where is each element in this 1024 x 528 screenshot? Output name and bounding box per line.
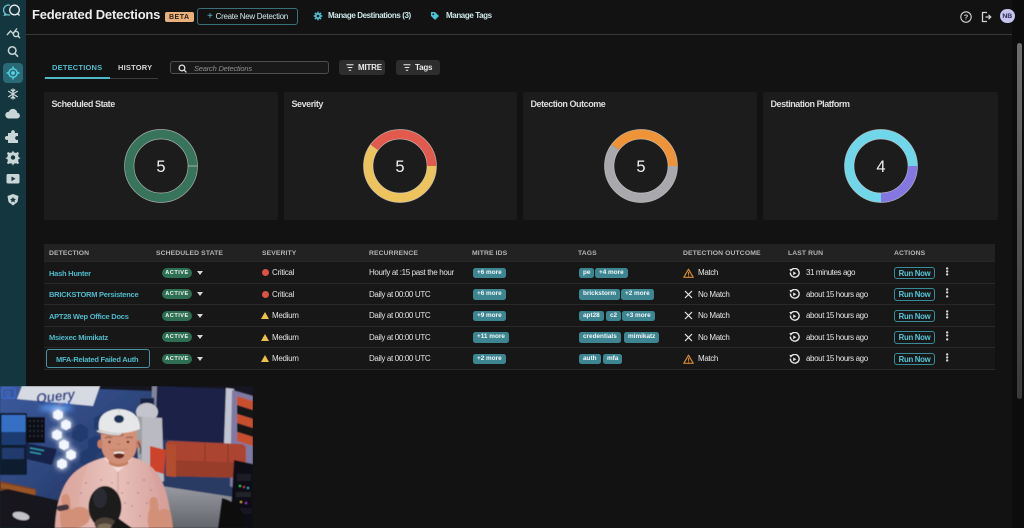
svg-text:4: 4 <box>876 158 885 176</box>
svg-text:5: 5 <box>395 158 404 176</box>
svg-text:?: ? <box>964 12 969 21</box>
svg-text:Q: Q <box>5 391 11 398</box>
svg-text:5: 5 <box>156 158 165 176</box>
svg-text:5: 5 <box>636 158 645 176</box>
svg-text:Query: Query <box>35 386 77 406</box>
